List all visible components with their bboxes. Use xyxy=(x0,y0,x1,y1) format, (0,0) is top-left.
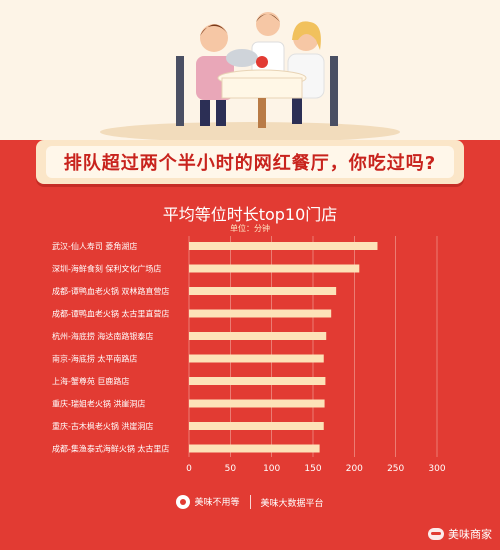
left-chair xyxy=(176,56,184,126)
wechat-icon xyxy=(428,528,444,540)
watermark: 美味商家 xyxy=(428,526,492,542)
x-tick-label: 50 xyxy=(225,464,237,474)
waiter-hair xyxy=(256,14,280,22)
x-tick-label: 150 xyxy=(304,464,321,474)
bar xyxy=(189,354,324,363)
category-label: 杭州-海底捞 海达南路银泰店 xyxy=(52,331,153,341)
right-diner-hair xyxy=(292,21,321,50)
footer-divider xyxy=(249,495,251,509)
bar xyxy=(189,309,332,318)
bar xyxy=(189,444,320,453)
category-label: 成都-谭鸭血老火锅 双林路直营店 xyxy=(52,286,169,296)
left-diner-leg xyxy=(200,100,210,126)
chart-unit-label: 单位：分钟 xyxy=(230,224,270,233)
category-label: 成都-谭鸭血老火锅 太古里直营店 xyxy=(52,309,169,319)
flower-vase xyxy=(256,56,268,68)
bar xyxy=(189,264,360,273)
x-tick-label: 100 xyxy=(263,464,280,474)
left-diner-hair xyxy=(200,24,228,36)
chart-title: 平均等位时长top10门店 xyxy=(162,205,338,224)
right-chair xyxy=(330,56,338,126)
watermark-text: 美味商家 xyxy=(448,528,492,541)
bar xyxy=(189,399,325,408)
x-tick-label: 200 xyxy=(346,464,363,474)
headline-text: 排队超过两个半小时的网红餐厅，你吃过吗? xyxy=(63,153,437,174)
floor-shadow xyxy=(100,122,400,142)
bar xyxy=(189,332,327,340)
right-diner-leg xyxy=(292,98,302,124)
bar xyxy=(189,377,326,385)
category-label: 重庆-瑞姐老火锅 洪崖洞店 xyxy=(52,399,145,409)
category-label: 武汉-仙人寿司 菱角湖店 xyxy=(52,241,137,251)
footer-brand-right: 美味大数据平台 xyxy=(260,498,324,509)
table-leg xyxy=(258,98,266,128)
waiter-head xyxy=(256,12,280,36)
headline-banner: 排队超过两个半小时的网红餐厅，你吃过吗? xyxy=(36,140,464,184)
restaurant-illustration xyxy=(100,12,400,142)
category-label: 上海-蟹尊苑 巨鹿路店 xyxy=(52,376,129,386)
category-label: 重庆-古木枫老火锅 洪崖洞店 xyxy=(52,421,153,431)
x-tick-label: 250 xyxy=(387,464,404,474)
category-label: 深圳-海鲜食刻 保利文化广场店 xyxy=(52,264,161,274)
illustration-area xyxy=(0,0,500,142)
left-diner-leg2 xyxy=(216,100,226,126)
footer-brand-left-text: 美味不用等 xyxy=(194,497,240,508)
left-diner-head xyxy=(200,24,228,52)
bar xyxy=(189,242,378,250)
bar xyxy=(189,422,324,430)
bar xyxy=(189,287,337,295)
headline-banner-inner: 排队超过两个半小时的网红餐厅，你吃过吗? xyxy=(46,146,454,178)
footer-brand-left: 美味不用等 xyxy=(176,495,240,510)
serving-cloche xyxy=(226,49,258,67)
x-tick-label: 0 xyxy=(186,464,192,474)
category-label: 成都-集渔泰式海鲜火锅 太古里店 xyxy=(52,444,169,454)
category-label: 南京-海底捞 太平南路店 xyxy=(52,354,137,364)
footer: 美味不用等 美味大数据平台 xyxy=(0,487,500,517)
x-tick-label: 300 xyxy=(428,464,445,474)
brand-logo-icon xyxy=(176,495,191,510)
